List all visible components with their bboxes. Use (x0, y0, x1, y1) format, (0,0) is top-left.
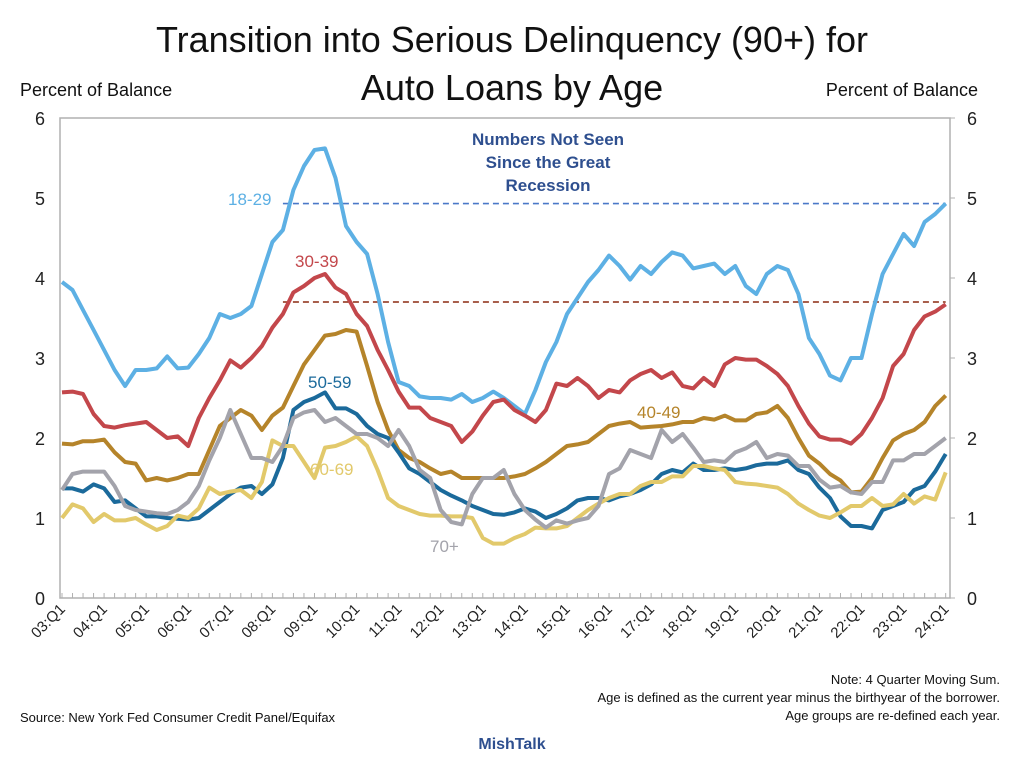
y-tick-left: 2 (35, 429, 45, 449)
chart-title-line2: Auto Loans by Age (360, 67, 664, 108)
x-tick-label: 06:Q1 (154, 601, 195, 642)
series-label-50-59: 50-59 (308, 373, 351, 392)
x-tick-label: 08:Q1 (238, 601, 279, 642)
x-tick-label: 18:Q1 (659, 601, 700, 642)
x-tick-label: 19:Q1 (701, 601, 742, 642)
x-tick-label: 15:Q1 (533, 601, 574, 642)
series-line-30-39 (61, 272, 947, 448)
series-line-60-69 (60, 434, 948, 546)
y-tick-left: 0 (35, 589, 45, 609)
y-tick-right: 2 (967, 429, 977, 449)
note-age-groups: Age groups are re-defined each year. (785, 708, 1000, 723)
series-label-60-69: 60-69 (310, 460, 353, 479)
y-tick-right: 0 (967, 589, 977, 609)
series-line-70+ (60, 408, 947, 530)
x-tick-label: 20:Q1 (743, 601, 784, 642)
chart-title-line1: Transition into Serious Delinquency (90+… (155, 19, 869, 60)
x-tick-label: 14:Q1 (491, 601, 532, 642)
series-label-70+: 70+ (430, 537, 459, 556)
x-tick-label: 21:Q1 (785, 601, 826, 642)
x-tick-label: 23:Q1 (870, 601, 911, 642)
x-tick-label: 11:Q1 (365, 601, 405, 641)
x-tick-label: 05:Q1 (112, 601, 153, 642)
series-label-40-49: 40-49 (637, 403, 680, 422)
x-tick-label: 24:Q1 (912, 601, 953, 642)
series-label-18-29: 18-29 (228, 190, 271, 209)
y-tick-left: 5 (35, 189, 45, 209)
x-tick-label: 16:Q1 (575, 601, 616, 642)
y-axis-label-right: Percent of Balance (825, 80, 978, 100)
note-age-definition: Age is defined as the current year minus… (597, 690, 1001, 705)
note-moving-sum: Note: 4 Quarter Moving Sum. (830, 672, 1000, 687)
series-line-50-59 (62, 390, 948, 531)
y-tick-right: 6 (967, 109, 977, 129)
annotation-text: Since the Great (486, 153, 611, 172)
x-tick-label: 04:Q1 (70, 601, 111, 642)
x-tick-label: 22:Q1 (827, 601, 868, 642)
y-tick-right: 1 (967, 509, 977, 529)
x-tick-label: 10:Q1 (322, 601, 363, 642)
series-line-18-29 (60, 146, 948, 416)
x-tick-label: 17:Q1 (617, 601, 658, 642)
y-tick-left: 6 (35, 109, 45, 129)
annotation-text: Numbers Not Seen (472, 130, 624, 149)
y-tick-left: 3 (35, 349, 45, 369)
x-tick-label: 12:Q1 (407, 601, 448, 642)
brand-mishtalk: MishTalk (478, 736, 546, 753)
y-tick-right: 3 (967, 349, 977, 369)
annotation-text: Recession (505, 176, 590, 195)
y-tick-left: 4 (35, 269, 45, 289)
x-tick-label: 09:Q1 (280, 601, 321, 642)
series-label-30-39: 30-39 (295, 252, 338, 271)
x-tick-label: 07:Q1 (196, 601, 237, 642)
y-tick-right: 5 (967, 189, 977, 209)
y-tick-right: 4 (967, 269, 977, 289)
series-line-40-49 (61, 328, 948, 495)
y-tick-left: 1 (35, 509, 45, 529)
source-text: Source: New York Fed Consumer Credit Pan… (20, 710, 336, 725)
y-axis-label-left: Percent of Balance (20, 80, 173, 100)
x-tick-label: 13:Q1 (449, 601, 490, 642)
